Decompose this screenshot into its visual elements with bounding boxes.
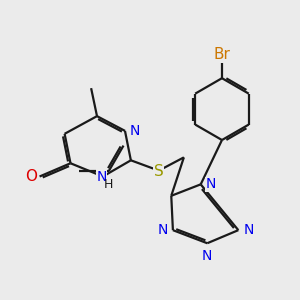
Text: N: N (96, 170, 106, 184)
Text: H: H (103, 178, 113, 191)
Text: N: N (202, 249, 212, 263)
Text: N: N (206, 177, 216, 191)
Text: N: N (157, 223, 168, 237)
Text: N: N (129, 124, 140, 138)
Text: N: N (244, 223, 254, 237)
Text: Br: Br (214, 47, 230, 62)
Text: O: O (25, 169, 37, 184)
Text: S: S (154, 164, 164, 179)
